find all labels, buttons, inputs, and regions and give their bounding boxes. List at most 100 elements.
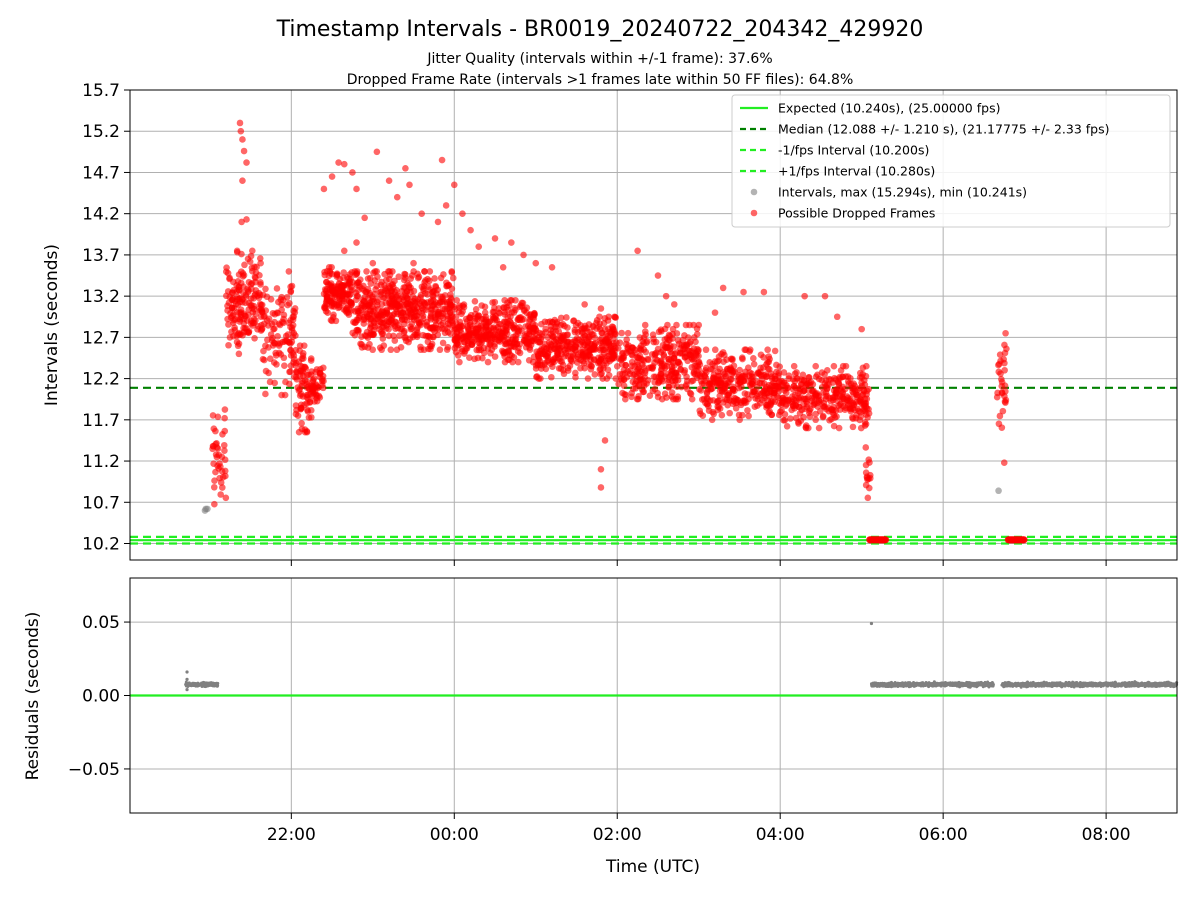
dropped-frame-point [798,406,806,414]
dropped-frame-point [312,368,320,376]
residual-point [201,682,205,686]
dropped-frame-point [665,383,673,391]
dropped-frame-point [570,317,577,325]
interval-points [201,119,1028,544]
dropped-frame-point [718,350,725,358]
dropped-frame-point [618,355,625,362]
dropped-frame-point [418,210,425,217]
dropped-frame-point [509,333,517,341]
dropped-frame-point [751,403,759,410]
dropped-frame-point [641,328,649,335]
dropped-frame-point [366,340,373,348]
dropped-frame-point [702,374,710,382]
dropped-frame-point [215,465,222,472]
dropped-frame-point [491,235,499,242]
dropped-frame-point [622,340,630,348]
dropped-frame-point [562,349,570,357]
dropped-frame-point [472,310,479,318]
dropped-frame-point [516,324,523,331]
dropped-frame-point [538,320,545,328]
dropped-frame-point [367,316,375,323]
dropped-frame-point [1001,366,1008,374]
dropped-frame-point [545,345,553,353]
dropped-frame-point [695,321,703,329]
dropped-frame-point [847,380,855,388]
dropped-frame-point [787,415,794,422]
dropped-frame-point [577,364,584,372]
dropped-frame-point [760,354,767,361]
dropped-frame-point [666,345,674,352]
dropped-frame-point [862,444,870,451]
dropped-frame-point [691,362,699,370]
dropped-frame-point [434,218,442,226]
dropped-frame-point [273,309,281,316]
dropped-frame-point [764,346,771,354]
dropped-frame-point [495,321,503,328]
dropped-frame-point [303,428,311,436]
dropped-frame-point [351,331,359,339]
dropped-frame-point [842,362,850,370]
dropped-frame-point [566,362,574,370]
legend-label: Intervals, max (15.294s), min (10.241s) [778,185,1027,200]
dropped-frame-point [865,484,873,492]
dropped-frame-point [335,159,342,166]
interval-point [995,487,1002,495]
residual-point [874,683,878,687]
residual-point [909,682,913,686]
dropped-frame-point [321,271,329,279]
dropped-frame-point [741,346,749,354]
dropped-frame-point [669,359,677,367]
dropped-frame-point [438,156,446,164]
dropped-frame-point [837,367,845,374]
dropped-frame-point [737,399,745,406]
dropped-frame-point [995,361,1002,369]
dropped-frame-point [863,390,870,398]
figure-title: Timestamp Intervals - BR0019_20240722_20… [276,17,924,42]
dropped-frame-point [490,324,497,331]
dropped-frame-point [812,362,819,370]
dropped-frame-point [560,370,568,378]
dropped-frame-point [410,259,417,267]
dropped-frame-point [574,359,581,366]
dropped-frame-point [508,239,515,246]
dropped-frame-point [559,320,567,328]
dropped-frame-point [684,341,691,348]
legend-box [731,94,1171,228]
dropped-frame-point [491,353,499,360]
dropped-frame-point [627,347,634,355]
dropped-frame-point [438,312,445,320]
dropped-frame-point [410,287,418,295]
dropped-frame-point [865,405,872,413]
dropped-frame-point [260,313,268,320]
dropped-frame-point [776,363,783,370]
dropped-frame-point [618,329,625,337]
dropped-frame-point [722,381,729,388]
dropped-frame-point [217,491,224,498]
dropped-frame-point [242,293,250,300]
dropped-frame-point [285,268,293,275]
residual-points [184,621,1179,692]
dropped-frame-point [866,459,873,466]
dropped-frame-point [296,342,304,349]
dropped-frame-point [763,401,770,409]
dropped-frame-point [579,346,586,354]
dropped-frame-point [257,301,265,309]
dropped-frame-point [292,402,300,409]
dropped-frame-point [507,296,514,304]
dropped-frame-point [637,346,644,353]
dropped-frame-point [387,346,395,354]
dropped-frame-point [379,312,386,319]
residual-point [935,683,939,687]
dropped-frame-point [734,373,742,381]
dropped-frame-point [481,309,489,316]
dropped-frame-point [571,343,579,351]
dropped-frame-point [251,335,258,342]
dropped-frame-point [849,423,857,431]
dropped-frame-point [376,318,384,326]
dropped-frame-point [569,338,576,346]
dropped-frame-point [446,309,454,317]
dropped-frame-point [442,202,450,209]
dropped-frame-point [823,366,831,374]
dropped-frame-point [806,413,814,420]
residual-point [1171,682,1175,686]
